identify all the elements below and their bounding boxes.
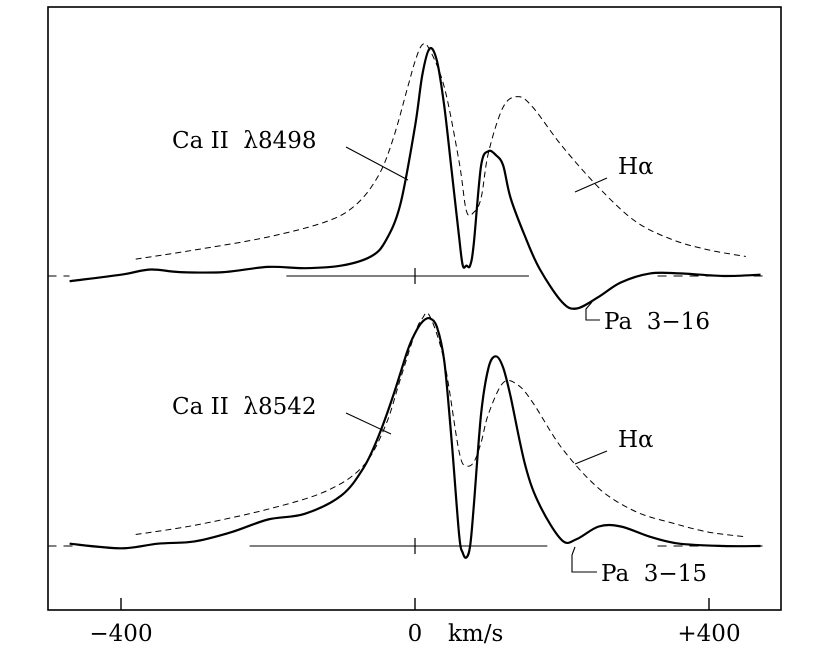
x-axis-ticks: −400 0 +400 xyxy=(89,598,741,647)
leader-line-halpha-top xyxy=(574,177,608,193)
x-tick-label: −400 xyxy=(89,621,152,647)
label-pa316: Pa 3−16 xyxy=(604,309,710,335)
label-halpha-bottom: Hα xyxy=(618,427,654,453)
x-axis-label: km/s xyxy=(448,621,503,647)
caii-line-panel-2 xyxy=(69,316,761,559)
leader-lines xyxy=(345,146,608,573)
leader-line-ca8498 xyxy=(345,146,409,181)
caii-line-panel-1 xyxy=(69,46,761,310)
x-tick-label: 0 xyxy=(408,621,423,647)
x-tick-label: +400 xyxy=(677,621,740,647)
label-ca8498: Ca II λ8498 xyxy=(172,128,317,154)
leader-line-halpha-bottom xyxy=(574,450,608,465)
series-layer xyxy=(69,42,761,559)
label-ca8542: Ca II λ8542 xyxy=(172,394,317,420)
label-halpha-top: Hα xyxy=(618,154,654,180)
halpha-line-panel-2 xyxy=(135,312,746,538)
label-pa315: Pa 3−15 xyxy=(601,561,707,587)
halpha-line-panel-1 xyxy=(135,42,746,260)
leader-line-pa315 xyxy=(571,546,597,573)
leader-line-ca8542 xyxy=(345,412,392,435)
leader-line-pa316 xyxy=(585,301,600,321)
baseline-lines xyxy=(47,268,768,554)
